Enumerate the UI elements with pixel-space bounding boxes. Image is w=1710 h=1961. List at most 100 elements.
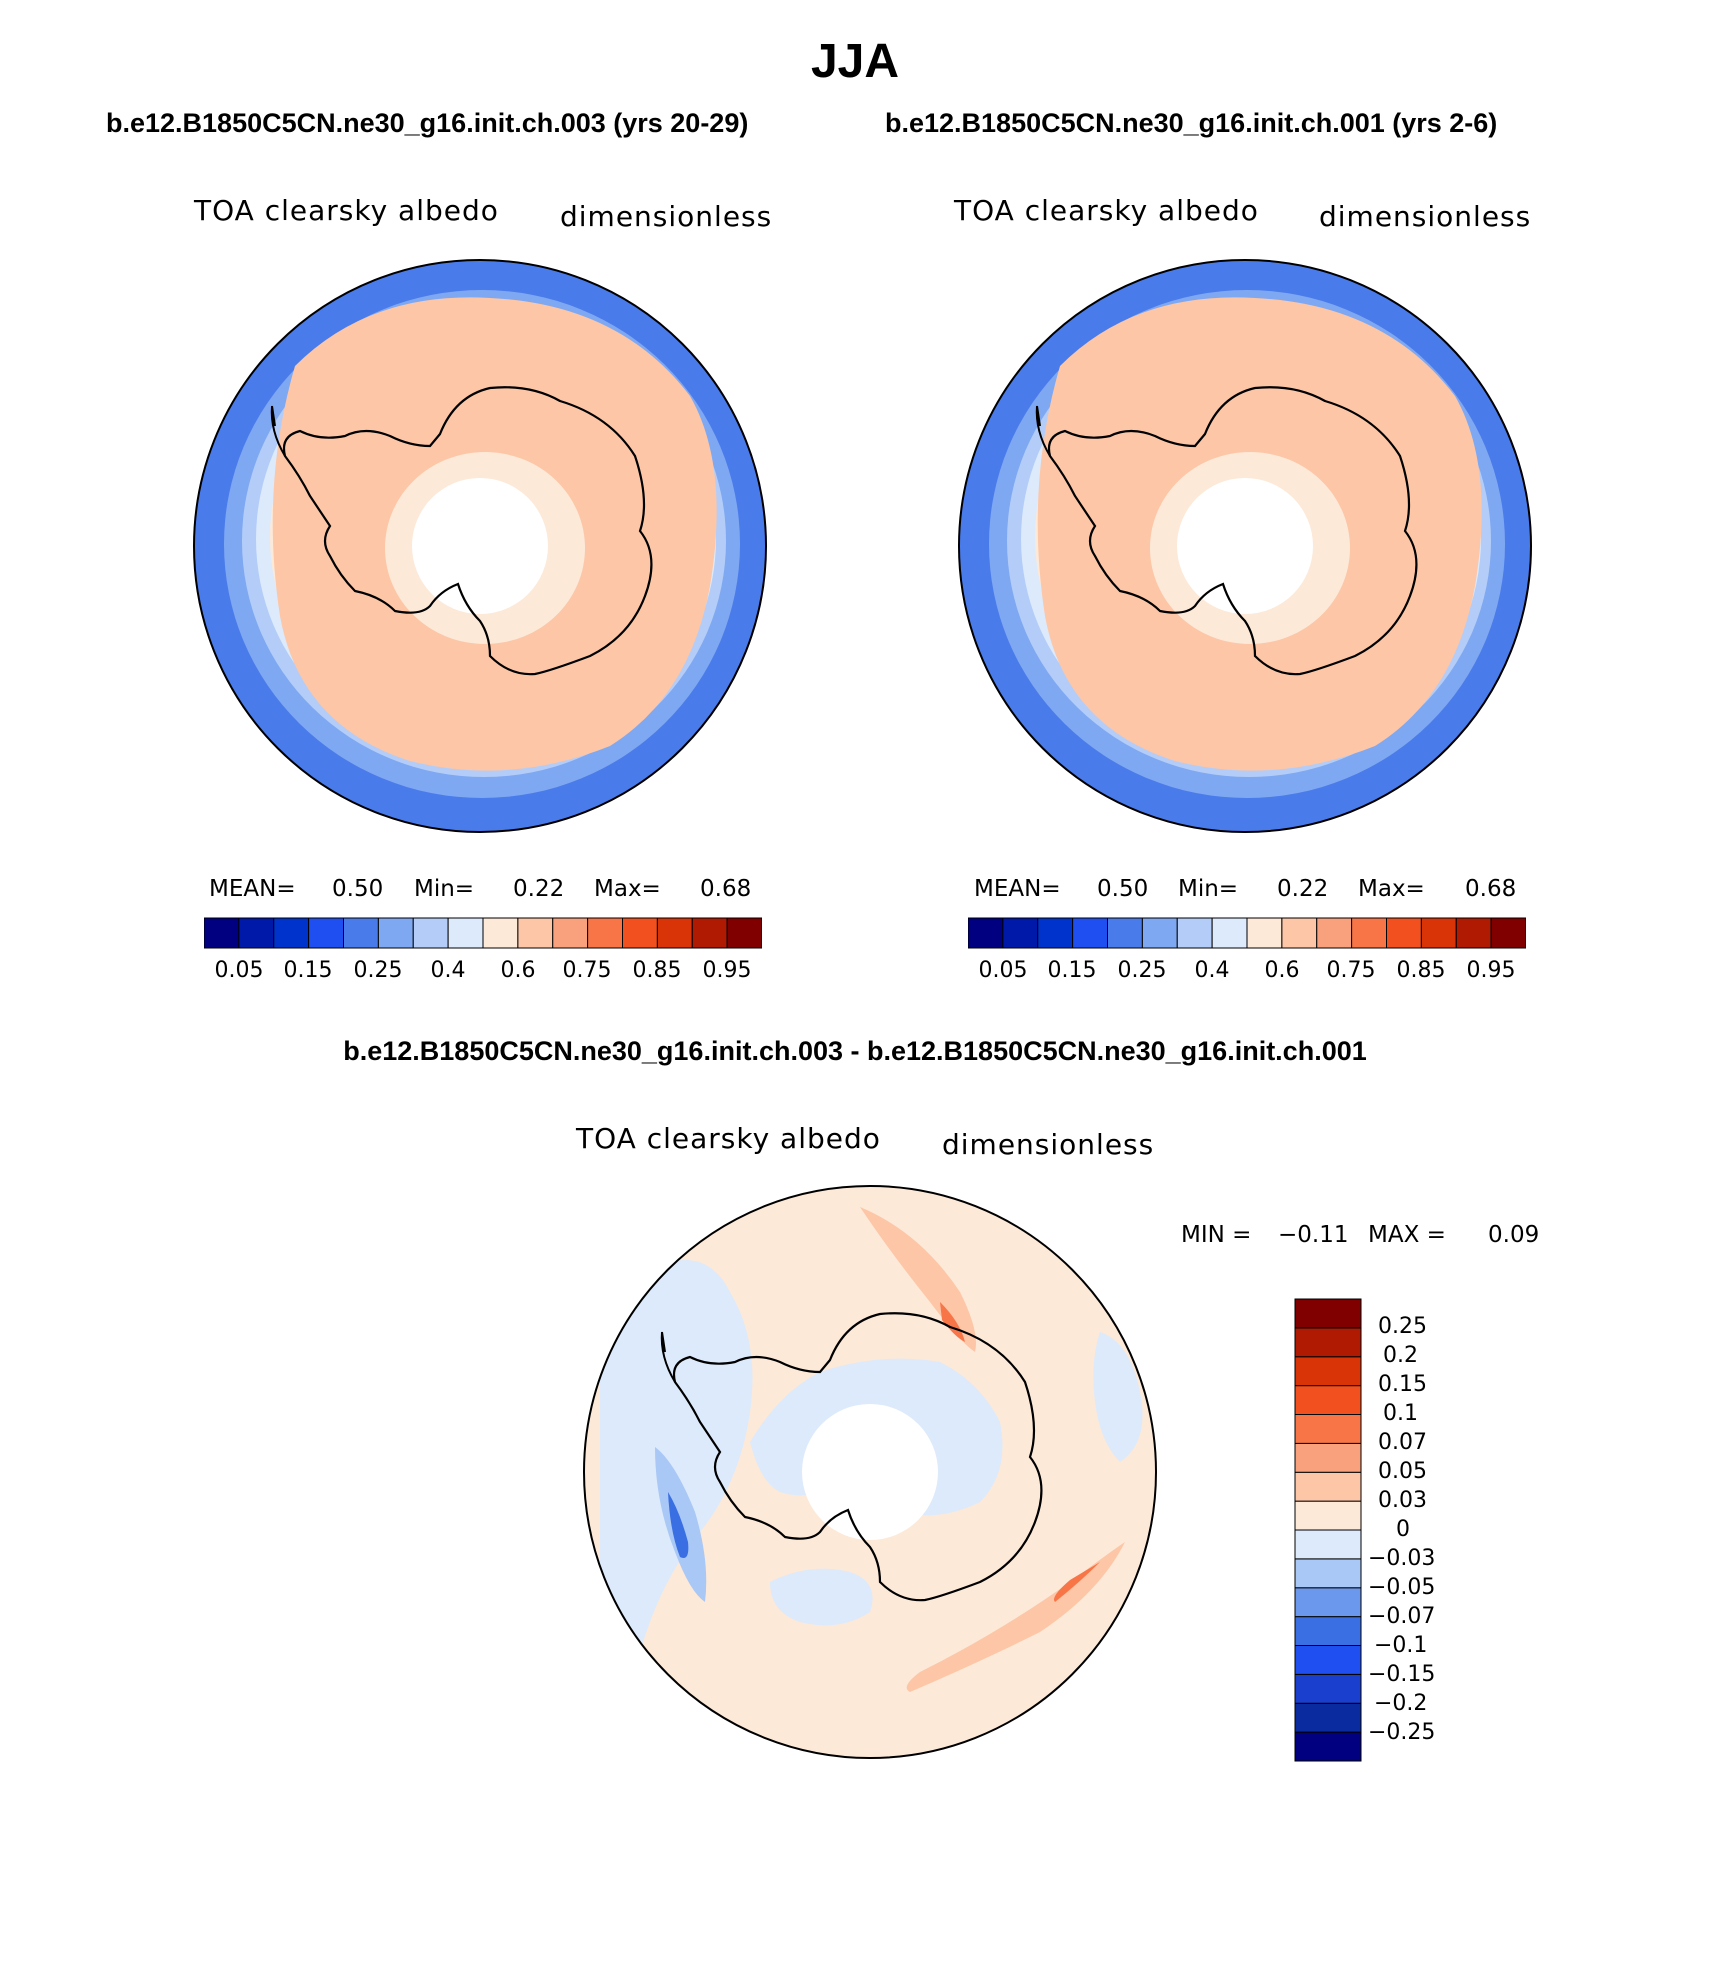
colorbar-swatch [1294, 1558, 1362, 1589]
colorbar-swatch [343, 917, 379, 949]
missing-data-pole [1177, 478, 1313, 614]
panel-1-variable-label: TOA clearsky albedo [194, 194, 499, 227]
panel-2-colorbar-tick: 0.85 [1396, 958, 1446, 983]
colorbar-swatch [1316, 917, 1353, 949]
panel-1-case-title: b.e12.B1850C5CN.ne30_g16.init.ch.003 (yr… [106, 108, 749, 138]
colorbar-swatch [1294, 1673, 1362, 1704]
difference-colorbar-tick: −0.25 [1368, 1720, 1436, 1745]
colorbar-swatch [1294, 1298, 1362, 1329]
difference-min-label: MIN = [1181, 1222, 1252, 1248]
colorbar-swatch [587, 917, 624, 949]
colorbar-swatch [1107, 917, 1143, 949]
diff-band-negative-small [770, 1568, 873, 1626]
difference-colorbar-tick: 0.03 [1378, 1488, 1427, 1513]
difference-colorbar-tick: 0.15 [1378, 1372, 1427, 1397]
antarctica-coastline [282, 386, 653, 676]
panel-2-case-title: b.e12.B1850C5CN.ne30_g16.init.ch.001 (yr… [885, 108, 1498, 138]
panel-2-max-value: 0.68 [1465, 876, 1517, 902]
map-boundary [193, 259, 767, 833]
colorbar-swatch [656, 917, 693, 949]
map-boundary [583, 1185, 1157, 1759]
panel-2-min-label: Min= [1178, 876, 1239, 902]
difference-colorbar [1294, 1298, 1362, 1762]
difference-min-value: −0.11 [1278, 1222, 1349, 1248]
colorbar-swatch [1294, 1731, 1362, 1762]
difference-max-label: MAX = [1368, 1222, 1446, 1248]
difference-colorbar-tick: 0.1 [1383, 1401, 1418, 1426]
map-boundary [958, 259, 1532, 833]
colorbar-swatch [482, 917, 519, 949]
colorbar-swatch [552, 917, 589, 949]
colorbar-swatch [1294, 1471, 1362, 1502]
colorbar-swatch [1455, 917, 1492, 949]
panel-2-variable-label: TOA clearsky albedo [954, 194, 1259, 227]
diff-band-positive-strong [940, 1302, 965, 1342]
panel-2-mean-value: 0.50 [1097, 876, 1149, 902]
difference-title: b.e12.B1850C5CN.ne30_g16.init.ch.003 - b… [343, 1036, 1367, 1066]
difference-colorbar-tick: −0.1 [1374, 1633, 1428, 1658]
panel-1-colorbar-tick: 0.25 [353, 958, 403, 983]
colorbar-swatch [1386, 917, 1422, 949]
panel-2-colorbar-tick: 0.05 [978, 958, 1028, 983]
panel-1-max-value: 0.68 [700, 876, 752, 902]
panel-1-colorbar-tick: 0.75 [562, 958, 612, 983]
panel-2-units-label: dimensionless [1319, 200, 1532, 233]
difference-max-value: 0.09 [1488, 1222, 1540, 1248]
colorbar-swatch [1294, 1385, 1362, 1416]
panel-1-colorbar-tick: 0.85 [632, 958, 682, 983]
panel-2-colorbar-tick: 0.95 [1466, 958, 1516, 983]
panel-1-max-label: Max= [594, 876, 661, 902]
colorbar-swatch [1294, 1327, 1362, 1358]
colorbar-swatch [1211, 917, 1248, 949]
panel-1-units-label: dimensionless [560, 200, 773, 233]
panel-1-colorbar-tick: 0.95 [702, 958, 752, 983]
panel-1-colorbar-tick: 0.05 [214, 958, 264, 983]
difference-colorbar-tick: −0.07 [1368, 1604, 1436, 1629]
colorbar-swatch [691, 917, 728, 949]
diff-band-negative-small [1093, 1332, 1143, 1462]
colorbar-swatch [1294, 1616, 1362, 1647]
colorbar-swatch [412, 917, 449, 949]
panel-1-mean-value: 0.50 [332, 876, 384, 902]
missing-data-pole [412, 478, 548, 614]
difference-units-label: dimensionless [942, 1128, 1155, 1161]
panel-1-colorbar-tick: 0.6 [500, 958, 536, 983]
diff-band-negative-strong [668, 1492, 689, 1558]
diff-band-positive-medium [906, 1542, 1125, 1692]
colorbar-swatch [1072, 917, 1109, 949]
difference-colorbar-tick: 0.07 [1378, 1430, 1427, 1455]
difference-colorbar-tick: 0.05 [1378, 1459, 1427, 1484]
colorbar-swatch [1037, 917, 1074, 949]
panel-2-colorbar [968, 917, 1526, 949]
missing-data-pole [802, 1404, 938, 1540]
panel-2-colorbar-tick: 0.15 [1047, 958, 1097, 983]
colorbar-swatch [1294, 1529, 1362, 1560]
difference-variable-label: TOA clearsky albedo [576, 1122, 881, 1155]
figure-title: JJA [810, 35, 900, 88]
panel-1-colorbar-tick: 0.4 [430, 958, 466, 983]
panel-2-polar-map [958, 259, 1532, 833]
colorbar-swatch [726, 917, 762, 949]
antarctica-coastline [672, 1312, 1043, 1602]
antarctica-coastline [1047, 386, 1418, 676]
colorbar-swatch [1141, 917, 1178, 949]
colorbar-swatch [1490, 917, 1526, 949]
colorbar-swatch [517, 917, 554, 949]
difference-colorbar-tick: −0.15 [1368, 1662, 1436, 1687]
difference-colorbar-tick: −0.05 [1368, 1575, 1436, 1600]
panel-1-colorbar [204, 917, 762, 949]
difference-colorbar-tick: 0 [1396, 1517, 1410, 1542]
antarctic-peninsula [1035, 405, 1051, 457]
colorbar-swatch [1294, 1702, 1362, 1733]
antarctic-peninsula [660, 1331, 676, 1383]
diff-band-positive-strong [1054, 1562, 1100, 1602]
colorbar-swatch [1420, 917, 1457, 949]
colorbar-swatch [1294, 1414, 1362, 1444]
colorbar-swatch [1294, 1645, 1362, 1675]
colorbar-swatch [377, 917, 414, 949]
diff-band-negative-small [600, 1260, 753, 1680]
colorbar-swatch [204, 917, 240, 949]
panel-1-min-label: Min= [414, 876, 475, 902]
panel-2-min-value: 0.22 [1277, 876, 1329, 902]
difference-colorbar-tick: 0.25 [1378, 1314, 1427, 1339]
